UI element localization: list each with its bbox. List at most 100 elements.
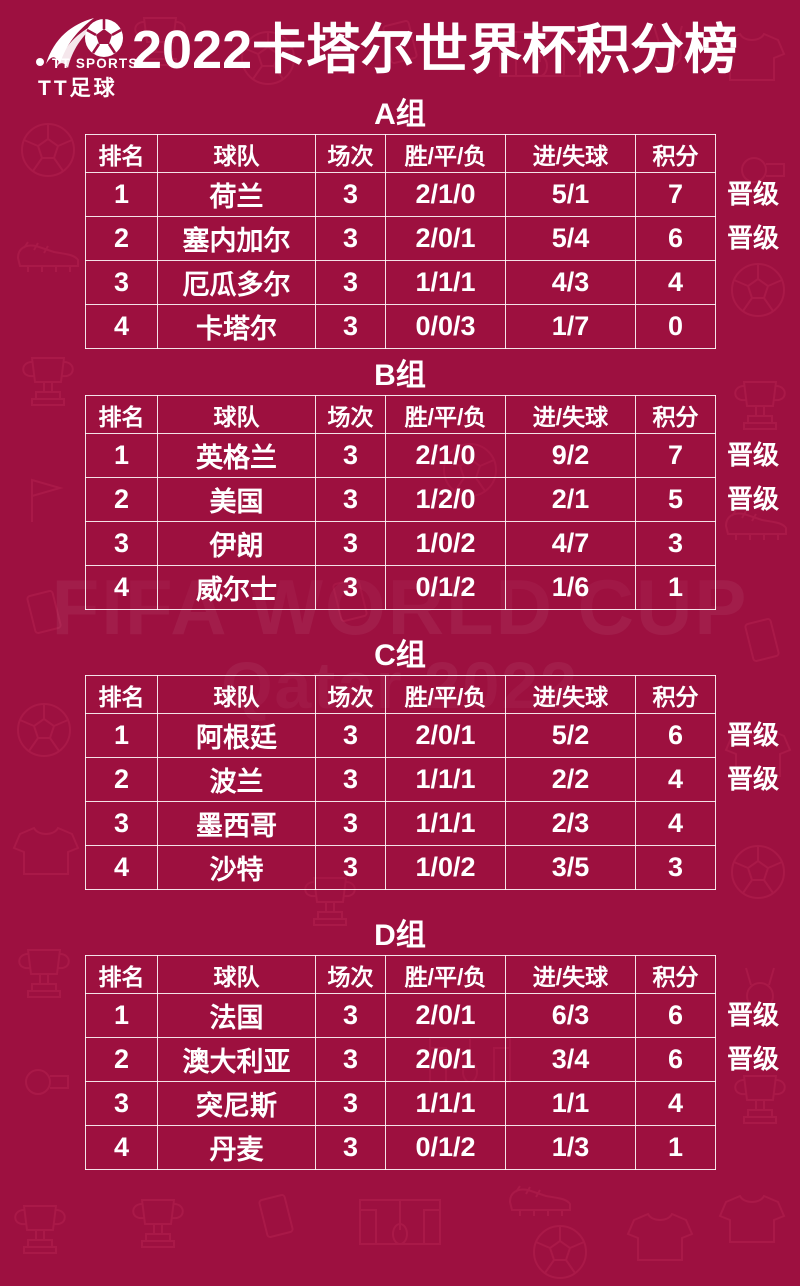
page-title: 2022卡塔尔世界杯积分榜 (132, 20, 739, 80)
cell-team: 荷兰 (157, 172, 316, 217)
column-header-played: 场次 (315, 955, 386, 994)
qualified-badge: 晋级 (727, 223, 780, 253)
group-block-D组: D组 排名 球队 场次 胜/平/负 进/失球 积分 1 法国 3 2/0/1 6/3 6 2 澳大利亚 3 2/… (0, 917, 800, 1170)
column-header-wdl: 胜/平/负 (385, 675, 506, 714)
cell-played: 3 (315, 477, 386, 522)
cell-played: 3 (315, 433, 386, 478)
column-header-played: 场次 (315, 134, 386, 173)
table-row: 3 墨西哥 3 1/1/1 2/3 4 (85, 801, 716, 846)
column-header-goals: 进/失球 (505, 955, 636, 994)
standings-table-wrapper: 排名 球队 场次 胜/平/负 进/失球 积分 1 荷兰 3 2/1/0 5/1 7 2 塞内加尔 3 2/0/… (85, 134, 779, 349)
cell-rank: 3 (85, 521, 158, 566)
cell-goals: 1/3 (505, 1125, 636, 1170)
cell-played: 3 (315, 801, 386, 846)
cell-wdl: 1/0/2 (385, 521, 506, 566)
qualified-badge: 晋级 (727, 440, 780, 470)
cell-team: 英格兰 (157, 433, 316, 478)
cell-team: 丹麦 (157, 1125, 316, 1170)
cell-rank: 2 (85, 1037, 158, 1082)
table-header-row: 排名 球队 场次 胜/平/负 进/失球 积分 (85, 395, 716, 434)
table-row: 2 美国 3 1/2/0 2/1 5 (85, 477, 716, 522)
cell-played: 3 (315, 1037, 386, 1082)
group-label: A组 (374, 98, 426, 131)
qualified-markers: 晋级 晋级 (721, 134, 800, 349)
cell-goals: 1/7 (505, 304, 636, 349)
cell-rank: 2 (85, 216, 158, 261)
cell-points: 6 (635, 993, 716, 1038)
table-row: 3 伊朗 3 1/0/2 4/7 3 (85, 521, 716, 566)
cell-played: 3 (315, 565, 386, 610)
qualified-badge: 晋级 (727, 720, 780, 750)
cell-wdl: 1/0/2 (385, 845, 506, 890)
cell-team: 澳大利亚 (157, 1037, 316, 1082)
cell-played: 3 (315, 260, 386, 305)
cell-points: 1 (635, 1125, 716, 1170)
column-header-rank: 排名 (85, 955, 158, 994)
cell-points: 6 (635, 1037, 716, 1082)
group-block-B组: B组 排名 球队 场次 胜/平/负 进/失球 积分 1 英格兰 3 2/1/0 9/2 7 2 美国 3 1/2… (0, 357, 800, 610)
cell-played: 3 (315, 1081, 386, 1126)
table-row: 3 突尼斯 3 1/1/1 1/1 4 (85, 1081, 716, 1126)
cell-points: 4 (635, 757, 716, 802)
cell-points: 5 (635, 477, 716, 522)
cell-goals: 5/4 (505, 216, 636, 261)
qualified-markers: 晋级 晋级 (721, 675, 800, 890)
cell-wdl: 1/1/1 (385, 260, 506, 305)
cell-wdl: 0/1/2 (385, 1125, 506, 1170)
cell-goals: 3/5 (505, 845, 636, 890)
cell-goals: 5/1 (505, 172, 636, 217)
cell-rank: 1 (85, 993, 158, 1038)
group-block-A组: A组 排名 球队 场次 胜/平/负 进/失球 积分 1 荷兰 3 2/1/0 5/1 7 2 塞内加尔 3 2/… (0, 96, 800, 349)
tt-sports-logo: TT SPORTS TT足球 (20, 12, 148, 100)
cell-wdl: 2/0/1 (385, 1037, 506, 1082)
cell-rank: 4 (85, 1125, 158, 1170)
cell-goals: 2/3 (505, 801, 636, 846)
cell-played: 3 (315, 172, 386, 217)
table-row: 1 英格兰 3 2/1/0 9/2 7 (85, 433, 716, 478)
group-block-C组: C组 排名 球队 场次 胜/平/负 进/失球 积分 1 阿根廷 3 2/0/1 5/2 6 2 波兰 3 1/1… (0, 637, 800, 890)
cell-goals: 2/2 (505, 757, 636, 802)
standings-table: 排名 球队 场次 胜/平/负 进/失球 积分 1 荷兰 3 2/1/0 5/1 7 2 塞内加尔 3 2/0/… (85, 134, 716, 349)
cell-team: 法国 (157, 993, 316, 1038)
cell-rank: 4 (85, 845, 158, 890)
logo-tt-sports-text: TT SPORTS (52, 56, 139, 71)
qualified-markers: 晋级 晋级 (721, 955, 800, 1170)
column-header-wdl: 胜/平/负 (385, 134, 506, 173)
column-header-team: 球队 (157, 955, 316, 994)
cell-goals: 2/1 (505, 477, 636, 522)
cell-goals: 9/2 (505, 433, 636, 478)
cell-wdl: 1/2/0 (385, 477, 506, 522)
table-row: 1 阿根廷 3 2/0/1 5/2 6 (85, 713, 716, 758)
cell-rank: 1 (85, 172, 158, 217)
group-label: D组 (374, 919, 426, 952)
cell-goals: 3/4 (505, 1037, 636, 1082)
cell-team: 沙特 (157, 845, 316, 890)
group-label: B组 (374, 359, 426, 392)
cell-wdl: 2/0/1 (385, 993, 506, 1038)
cell-rank: 4 (85, 565, 158, 610)
cell-team: 威尔士 (157, 565, 316, 610)
cell-team: 厄瓜多尔 (157, 260, 316, 305)
cell-played: 3 (315, 713, 386, 758)
standings-table: 排名 球队 场次 胜/平/负 进/失球 积分 1 法国 3 2/0/1 6/3 6 2 澳大利亚 3 2/0/… (85, 955, 716, 1170)
logo-tt-zuqiu-text: TT足球 (38, 77, 118, 100)
column-header-played: 场次 (315, 395, 386, 434)
table-row: 2 塞内加尔 3 2/0/1 5/4 6 (85, 216, 716, 261)
cell-rank: 4 (85, 304, 158, 349)
cell-points: 4 (635, 1081, 716, 1126)
cell-points: 7 (635, 433, 716, 478)
standings-table-wrapper: 排名 球队 场次 胜/平/负 进/失球 积分 1 阿根廷 3 2/0/1 5/2 6 2 波兰 3 1/1/1… (85, 675, 779, 890)
column-header-rank: 排名 (85, 675, 158, 714)
cell-points: 3 (635, 521, 716, 566)
cell-goals: 4/7 (505, 521, 636, 566)
column-header-points: 积分 (635, 395, 716, 434)
cell-goals: 5/2 (505, 713, 636, 758)
cell-played: 3 (315, 757, 386, 802)
cell-wdl: 1/1/1 (385, 757, 506, 802)
cell-wdl: 1/1/1 (385, 1081, 506, 1126)
table-row: 3 厄瓜多尔 3 1/1/1 4/3 4 (85, 260, 716, 305)
standings-table-wrapper: 排名 球队 场次 胜/平/负 进/失球 积分 1 法国 3 2/0/1 6/3 6 2 澳大利亚 3 2/0/… (85, 955, 779, 1170)
cell-team: 突尼斯 (157, 1081, 316, 1126)
column-header-rank: 排名 (85, 395, 158, 434)
